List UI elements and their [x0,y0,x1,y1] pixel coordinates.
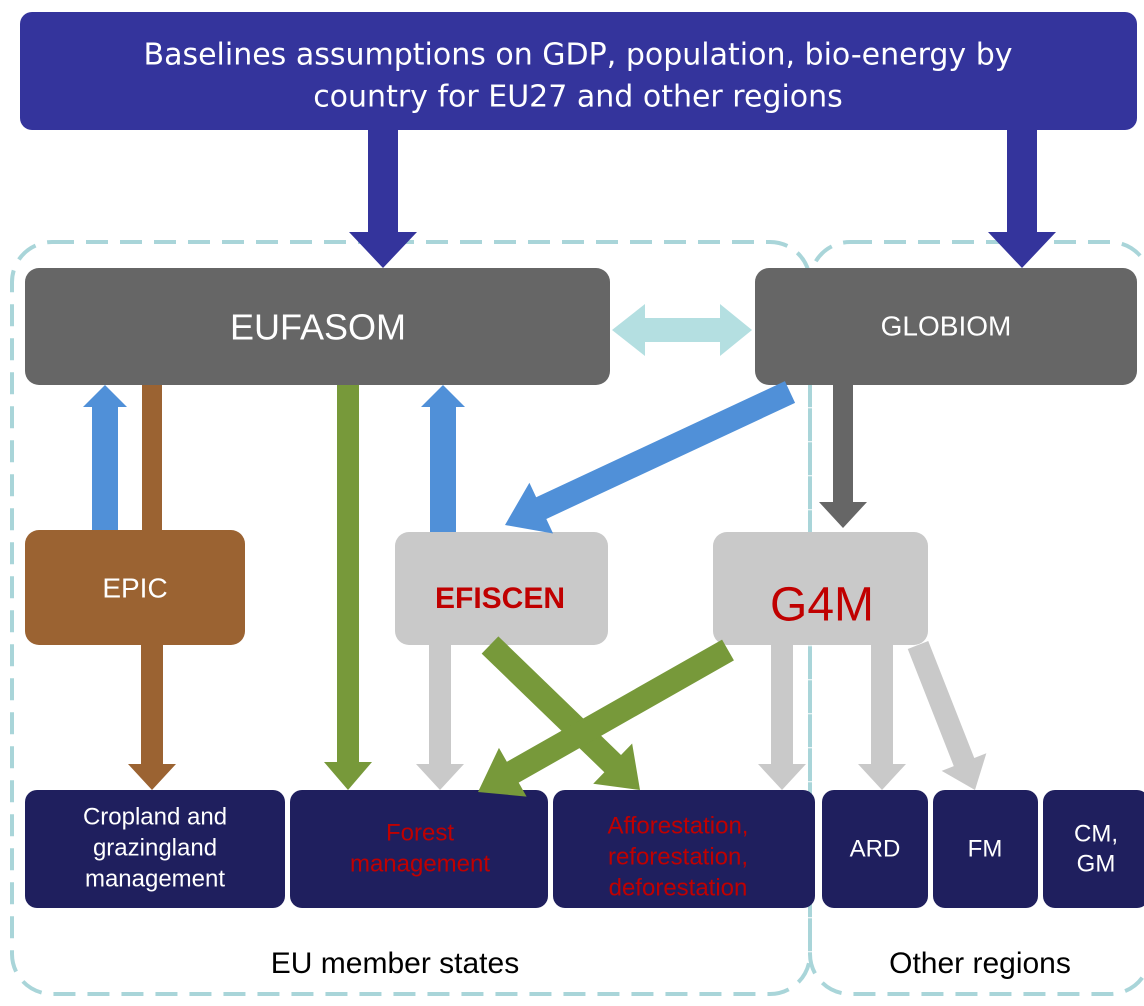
g4m-box [713,532,928,645]
arrow [988,130,1056,268]
output-box [553,790,815,908]
model-label: G4M [770,579,874,632]
model-label: EPIC [102,572,167,603]
arrow [478,639,734,797]
output-line: Cropland and [83,803,227,830]
efiscen-box [395,532,608,645]
output-line: reforestation, [608,843,748,870]
outputs [25,790,1144,908]
arrow [416,645,464,790]
output-box [933,790,1038,908]
arrow [128,645,176,790]
arrow [819,385,867,528]
region-label: EU member states [271,947,519,980]
epic-box [25,530,245,645]
double-arrow [612,304,752,356]
output-line: CM, [1074,820,1118,847]
output-line: Forest [386,819,454,846]
output-box [822,790,928,908]
model-label: EFISCEN [435,582,565,615]
output-line: GM [1077,850,1116,877]
arrow [481,636,640,790]
arrow [142,385,162,530]
arrow [907,640,987,790]
output-line: grazingland [93,834,217,861]
eu-region [10,240,812,996]
arrow [758,645,806,790]
banner-box [20,12,1137,130]
output-line: Afforestation, [608,812,749,839]
output-line: ARD [850,835,901,862]
model-label: EUFASOM [230,307,406,348]
output-line: management [85,865,225,892]
output-box [25,790,285,908]
output-box [290,790,548,908]
arrow [421,385,465,532]
output-box [1043,790,1144,908]
region-label: Other regions [889,947,1071,980]
arrows [83,130,1056,797]
output-line: deforestation [609,874,748,901]
arrow [83,385,127,530]
eufasom-box [25,268,610,385]
model-label: GLOBIOM [881,310,1012,341]
labels: Baselines assumptions on GDP, population… [83,38,1118,980]
arrow [324,385,372,790]
output-line: management [350,850,490,877]
banner-line: Baselines assumptions on GDP, population… [143,38,1012,73]
output-line: FM [968,835,1003,862]
banner-line: country for EU27 and other regions [313,80,843,115]
arrow [349,130,417,268]
arrow [505,381,796,534]
arrow [858,645,906,790]
globiom-box [755,268,1137,385]
